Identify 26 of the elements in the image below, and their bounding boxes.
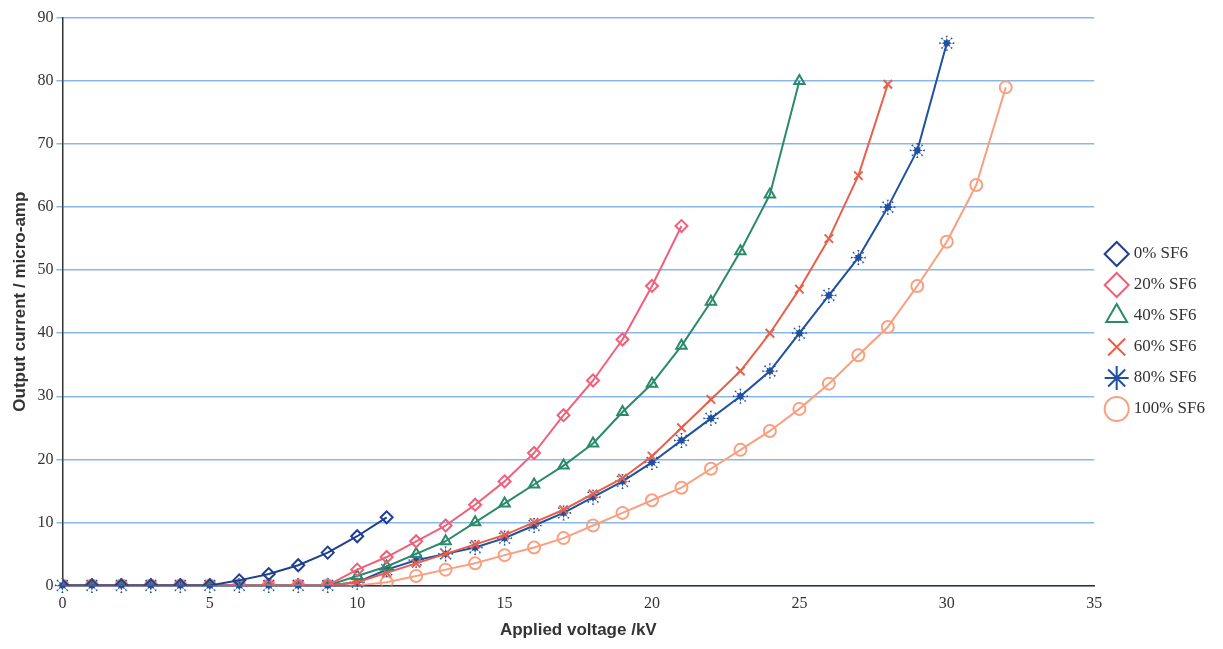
legend-label: 80% SF6	[1133, 367, 1197, 387]
x-tick-label: 35	[1086, 594, 1103, 612]
y-tick-label: 30	[37, 386, 54, 404]
y-tick-label: 10	[37, 512, 54, 530]
y-tick-label: 40	[37, 323, 54, 341]
y-tick-label: 20	[37, 449, 54, 467]
y-tick-label: 80	[37, 71, 54, 89]
y-tick-label: 70	[37, 134, 54, 152]
x-tick-label: 25	[791, 594, 808, 612]
x-tick-label: 5	[205, 594, 214, 612]
legend-label: 0% SF6	[1133, 243, 1189, 263]
y-tick-label: 0	[45, 575, 54, 593]
x-tick-label: 15	[496, 594, 513, 612]
y-tick-label: 60	[37, 197, 54, 215]
y-tick-label: 50	[37, 260, 54, 278]
x-tick-label: 20	[643, 594, 660, 612]
legend-label: 100% SF6	[1133, 398, 1206, 418]
x-tick-label: 30	[938, 594, 955, 612]
x-axis-title: Applied voltage /kV	[499, 620, 658, 640]
legend-label: 40% SF6	[1133, 305, 1197, 325]
y-axis-title: Output current / micro-amp	[9, 191, 29, 412]
legend-label: 20% SF6	[1133, 274, 1197, 294]
x-tick-label: 0	[58, 594, 67, 612]
x-tick-label: 10	[349, 594, 366, 612]
y-tick-label: 90	[37, 8, 54, 26]
legend-label: 60% SF6	[1133, 336, 1197, 356]
